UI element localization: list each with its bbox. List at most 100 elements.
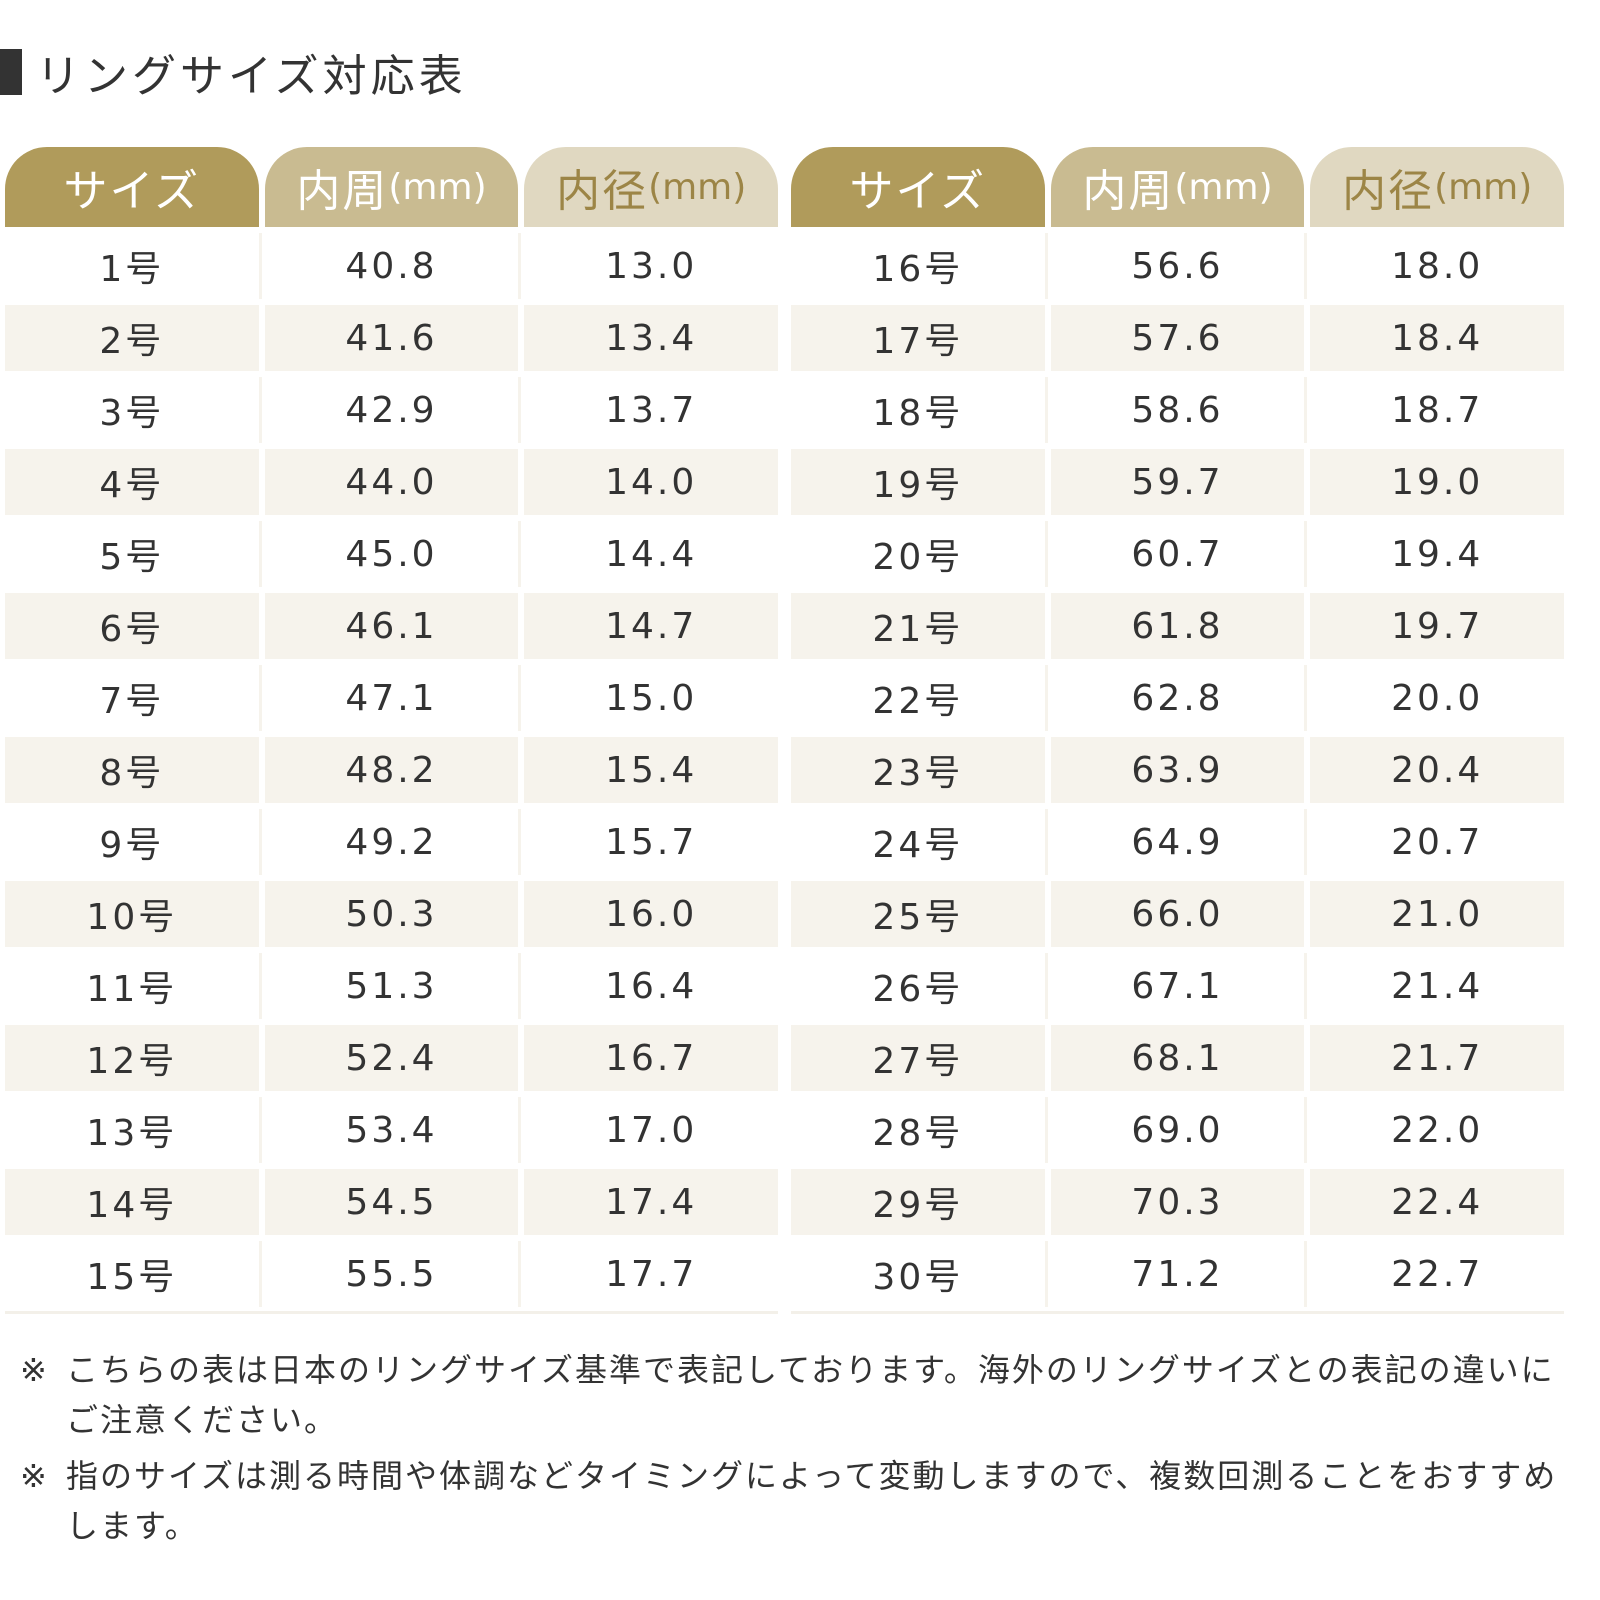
cell-inner-circumference: 42.9 [264,377,519,443]
table-row: 30号 71.2 22.7 [791,1241,1565,1307]
cell-size: 2号 [5,305,259,371]
table-row: 4号 44.0 14.0 [5,449,779,515]
header-unit: (mm) [388,166,487,208]
table-row: 11号 51.3 16.4 [5,953,779,1019]
cell-inner-diameter: 17.7 [524,1241,779,1307]
table-row: 23号 63.9 20.4 [791,737,1565,803]
header-size: サイズ [791,147,1045,227]
cell-inner-circumference: 52.4 [264,1025,519,1091]
table-row: 19号 59.7 19.0 [791,449,1565,515]
header-unit: (mm) [648,166,747,208]
cell-inner-diameter: 19.7 [1310,593,1565,659]
table-row: 27号 68.1 21.7 [791,1025,1565,1091]
cell-inner-circumference: 48.2 [264,737,519,803]
cell-inner-circumference: 54.5 [264,1169,519,1235]
cell-size: 21号 [791,593,1045,659]
size-table-2: サイズ 内周 (mm) 内径 (mm) 16号 56.6 18.0 17号 57.6 18.4 18号… [791,147,1565,1314]
cell-size: 3号 [5,377,259,443]
note-item: ※ 指のサイズは測る時間や体調などタイミングによって変動しますので、複数回測ること… [20,1451,1580,1551]
cell-size: 13号 [5,1097,259,1163]
cell-inner-circumference: 47.1 [264,665,519,731]
cell-inner-diameter: 17.0 [524,1097,779,1163]
table-row: 22号 62.8 20.0 [791,665,1565,731]
table-row: 8号 48.2 15.4 [5,737,779,803]
cell-size: 19号 [791,449,1045,515]
cell-size: 20号 [791,521,1045,587]
cell-inner-diameter: 17.4 [524,1169,779,1235]
table-row: 13号 53.4 17.0 [5,1097,779,1163]
cell-inner-circumference: 64.9 [1050,809,1305,875]
note-text: こちらの表は日本のリングサイズ基準で表記しております。海外のリングサイズとの表記… [66,1351,1555,1439]
cell-size: 23号 [791,737,1045,803]
table-row: 9号 49.2 15.7 [5,809,779,875]
cell-inner-diameter: 15.0 [524,665,779,731]
header-inner-diameter: 内径 (mm) [524,147,779,227]
cell-inner-diameter: 19.0 [1310,449,1565,515]
reference-mark-icon: ※ [20,1351,49,1389]
table-row: 14号 54.5 17.4 [5,1169,779,1235]
title-marker-icon [0,49,22,95]
cell-size: 30号 [791,1241,1045,1307]
cell-size: 26号 [791,953,1045,1019]
cell-inner-diameter: 14.4 [524,521,779,587]
cell-size: 10号 [5,881,259,947]
header-inner-circumference: 内周 (mm) [1050,147,1305,227]
table-row: 2号 41.6 13.4 [5,305,779,371]
cell-inner-circumference: 50.3 [264,881,519,947]
cell-inner-diameter: 16.4 [524,953,779,1019]
table-row: 26号 67.1 21.4 [791,953,1565,1019]
cell-inner-diameter: 15.4 [524,737,779,803]
cell-size: 17号 [791,305,1045,371]
cell-inner-diameter: 21.7 [1310,1025,1565,1091]
cell-inner-diameter: 18.7 [1310,377,1565,443]
cell-inner-circumference: 67.1 [1050,953,1305,1019]
page-title-text: リングサイズ対応表 [36,51,467,102]
header-label: サイズ [63,166,201,217]
table-row: 1号 40.8 13.0 [5,233,779,299]
size-table-1: サイズ 内周 (mm) 内径 (mm) 1号 40.8 13.0 2号 41.6 13.4 3号 42.… [5,147,779,1314]
cell-inner-diameter: 14.7 [524,593,779,659]
cell-size: 5号 [5,521,259,587]
cell-inner-circumference: 53.4 [264,1097,519,1163]
table-row: 21号 61.8 19.7 [791,593,1565,659]
cell-inner-circumference: 68.1 [1050,1025,1305,1091]
cell-inner-circumference: 51.3 [264,953,519,1019]
cell-inner-circumference: 55.5 [264,1241,519,1307]
cell-inner-circumference: 63.9 [1050,737,1305,803]
table-bottom-border [5,1311,778,1314]
cell-inner-circumference: 45.0 [264,521,519,587]
cell-inner-diameter: 15.7 [524,809,779,875]
table-row: 6号 46.1 14.7 [5,593,779,659]
cell-size: 7号 [5,665,259,731]
cell-inner-circumference: 70.3 [1050,1169,1305,1235]
cell-size: 27号 [791,1025,1045,1091]
table-row: 5号 45.0 14.4 [5,521,779,587]
cell-inner-diameter: 14.0 [524,449,779,515]
cell-inner-circumference: 61.8 [1050,593,1305,659]
cell-inner-circumference: 58.6 [1050,377,1305,443]
cell-inner-diameter: 18.0 [1310,233,1565,299]
cell-inner-diameter: 13.7 [524,377,779,443]
cell-size: 8号 [5,737,259,803]
cell-inner-diameter: 19.4 [1310,521,1565,587]
table-row: 10号 50.3 16.0 [5,881,779,947]
header-inner-circumference: 内周 (mm) [264,147,519,227]
cell-inner-diameter: 22.0 [1310,1097,1565,1163]
table-row: 12号 52.4 16.7 [5,1025,779,1091]
cell-size: 1号 [5,233,259,299]
cell-inner-circumference: 40.8 [264,233,519,299]
cell-size: 22号 [791,665,1045,731]
table-row: 18号 58.6 18.7 [791,377,1565,443]
header-unit: (mm) [1174,166,1273,208]
cell-size: 16号 [791,233,1045,299]
cell-inner-diameter: 16.7 [524,1025,779,1091]
table-header: サイズ 内周 (mm) 内径 (mm) [5,147,779,227]
cell-inner-diameter: 22.4 [1310,1169,1565,1235]
note-text: 指のサイズは測る時間や体調などタイミングによって変動しますので、複数回測ることを… [66,1457,1558,1545]
cell-inner-diameter: 21.0 [1310,881,1565,947]
cell-inner-diameter: 16.0 [524,881,779,947]
cell-inner-diameter: 21.4 [1310,953,1565,1019]
header-size: サイズ [5,147,259,227]
cell-inner-circumference: 60.7 [1050,521,1305,587]
table-bottom-border [791,1311,1564,1314]
